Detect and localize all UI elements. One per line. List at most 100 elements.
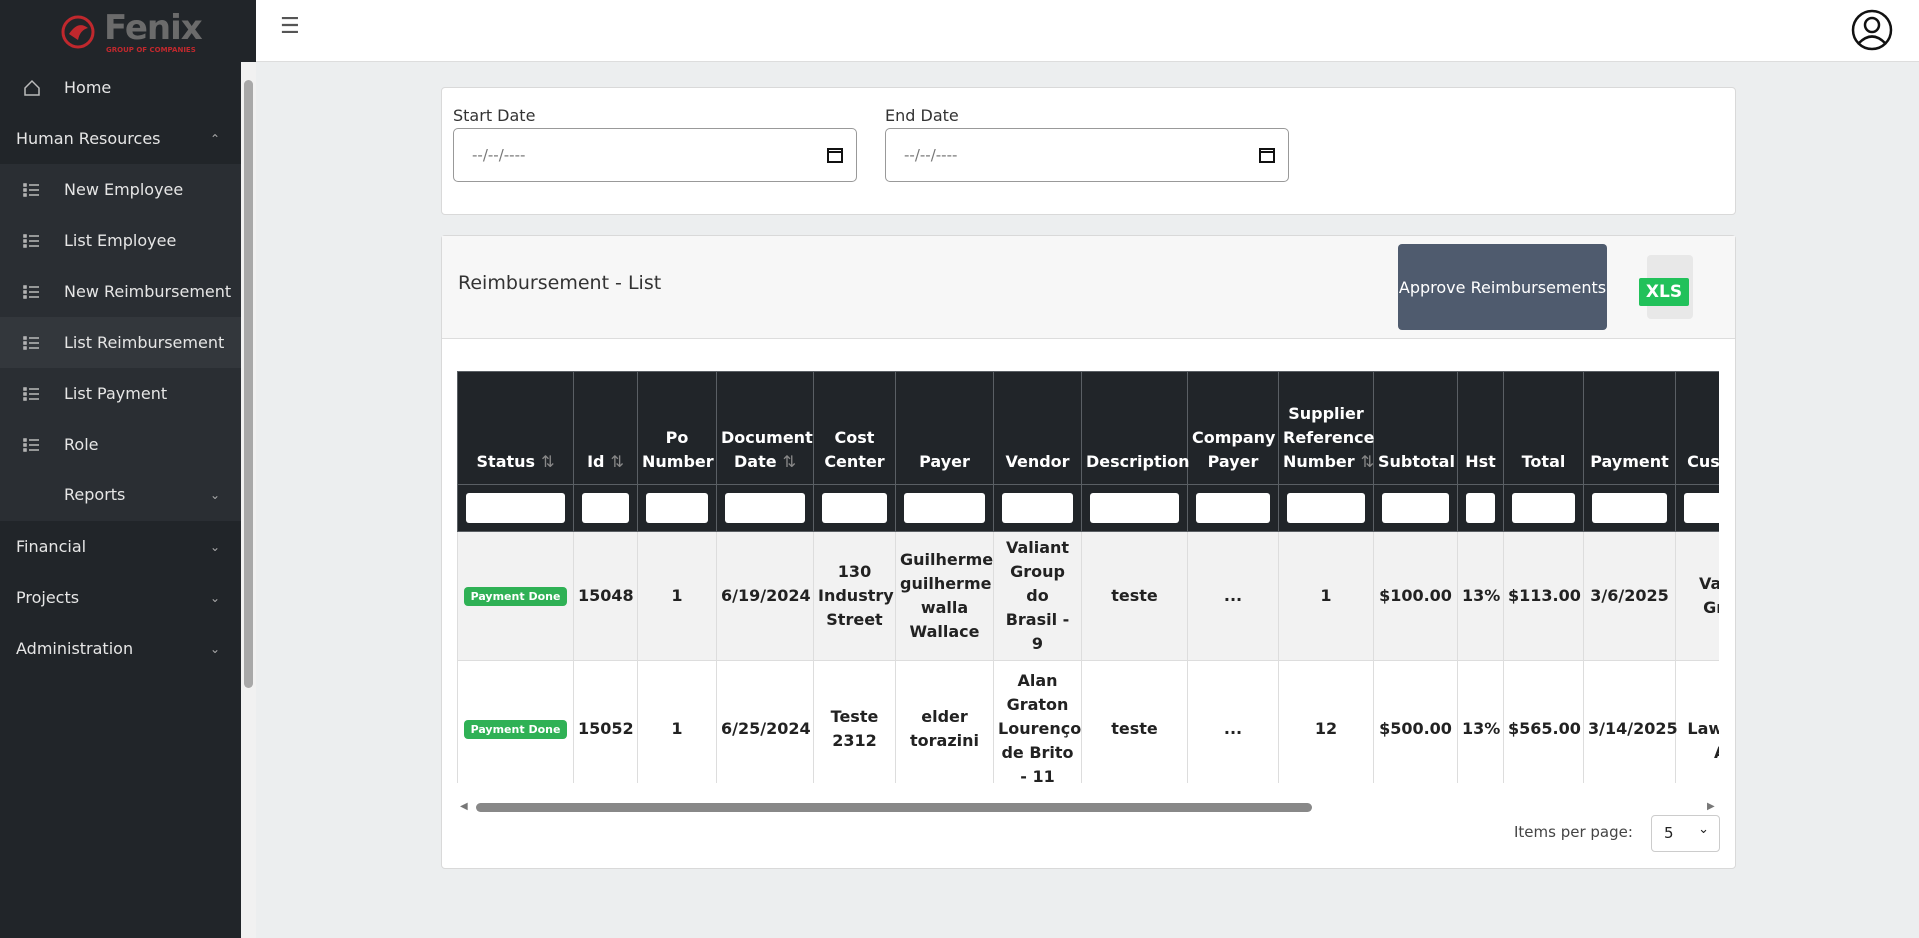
table-cell: 3/6/2025 xyxy=(1583,531,1676,661)
menu-item[interactable]: Projects ⌄ xyxy=(0,572,241,623)
cell-text: 15048 xyxy=(578,586,634,605)
column-header[interactable]: Id ⇅ xyxy=(573,371,638,485)
menu-item[interactable]: Financial ⌄ xyxy=(0,521,241,572)
table-cell: Valiant Group xyxy=(1675,531,1719,661)
top-bar: ☰ xyxy=(256,0,1919,62)
table-cell: 15052 xyxy=(573,660,638,783)
user-icon[interactable] xyxy=(1850,8,1894,52)
header-row: Status ⇅ Id ⇅ Po Number Document Date ⇅ Cost Ce… xyxy=(457,371,1719,485)
scroll-right[interactable]: ▶ xyxy=(1707,801,1715,812)
menu-item[interactable]: Role xyxy=(0,419,241,470)
menu-icon xyxy=(23,284,39,299)
end-placeholder: --/--/---- xyxy=(904,146,958,164)
filter-card: Start Date --/--/---- End Date --/--/---… xyxy=(441,87,1736,215)
menu-icon xyxy=(23,233,39,248)
logo-tagline: GROUP OF COMPANIES xyxy=(106,46,196,54)
column-header: Total xyxy=(1503,371,1584,485)
column-header: Cost Center xyxy=(813,371,896,485)
filter-input[interactable] xyxy=(904,493,985,523)
menu-item[interactable]: List Reimbursement xyxy=(0,317,241,368)
chevron: ⌄ xyxy=(210,641,221,656)
cell-text: elder torazini xyxy=(910,706,979,750)
data-table: Status ⇅ Id ⇅ Po Number Document Date ⇅ Cost Ce… xyxy=(457,371,1719,783)
filter-input[interactable] xyxy=(1196,493,1270,523)
menu-item[interactable]: Human Resources ⌃ xyxy=(0,113,241,164)
cell-text: 12 xyxy=(1314,718,1338,738)
column-header[interactable]: Document Date ⇅ xyxy=(716,371,814,485)
cell-text: 13% xyxy=(1462,718,1501,738)
menu-item[interactable]: List Payment xyxy=(0,368,241,419)
menu-label: List Payment xyxy=(64,384,168,403)
sort-icon: ⇅ xyxy=(1360,452,1375,471)
cell-text: ... xyxy=(1223,586,1243,605)
filter-input[interactable] xyxy=(1592,493,1667,523)
h-scroll-thumb[interactable] xyxy=(476,803,1312,812)
column-title: Description xyxy=(1086,452,1190,471)
start-input[interactable]: --/--/---- xyxy=(453,128,857,182)
filter-cell xyxy=(813,484,896,532)
table-cell: teste xyxy=(1081,660,1188,783)
table-cell: 12 xyxy=(1278,660,1374,783)
menu-item[interactable]: New Employee xyxy=(0,164,241,215)
menu-item[interactable]: Reports ⌄ xyxy=(0,469,241,520)
filter-input[interactable] xyxy=(1002,493,1073,523)
column-title: Payment xyxy=(1590,452,1669,471)
menu-item[interactable]: List Employee xyxy=(0,215,241,266)
column-title: Status xyxy=(476,452,536,471)
table-cell: 15048 xyxy=(573,531,638,661)
table-cell: 130 Industry Street xyxy=(813,531,896,661)
cell-text: 6/19/2024 xyxy=(721,586,811,605)
menu-item[interactable]: New Reimbursement xyxy=(0,266,241,317)
cell-text: teste xyxy=(1111,718,1158,738)
menu-item[interactable]: Administration ⌄ xyxy=(0,623,241,674)
xls-icon[interactable]: XLS xyxy=(1639,255,1693,319)
table-cell: $500.00 xyxy=(1373,660,1458,783)
column-header[interactable]: Status ⇅ xyxy=(457,371,574,485)
approve-button[interactable]: Approve Reimbursements xyxy=(1398,244,1607,330)
filter-input[interactable] xyxy=(646,493,708,523)
column-header: Subtotal xyxy=(1373,371,1458,485)
column-title: Vendor xyxy=(1005,452,1070,471)
filter-cell xyxy=(1373,484,1458,532)
cell-text: Guilherme guilherme walla Wallace xyxy=(900,550,994,641)
filter-input[interactable] xyxy=(1382,493,1449,523)
column-header: Customer xyxy=(1675,371,1719,485)
filter-input[interactable] xyxy=(725,493,805,523)
column-title: Hst xyxy=(1465,452,1496,471)
filter-input[interactable] xyxy=(822,493,887,523)
table-cell: Valiant Group do Brasil - 9 xyxy=(993,531,1082,661)
filter-input[interactable] xyxy=(1466,493,1495,523)
column-title: Id xyxy=(587,452,605,471)
filter-input[interactable] xyxy=(1287,493,1365,523)
table-cell: $100.00 xyxy=(1373,531,1458,661)
page-size-select[interactable]: 5 ⌄ xyxy=(1651,815,1720,852)
table-cell: 3/14/2025 xyxy=(1583,660,1678,783)
filter-input[interactable] xyxy=(582,493,629,523)
table-cell: Payment Done xyxy=(457,660,574,783)
filter-input[interactable] xyxy=(1684,493,1719,523)
filter-input[interactable] xyxy=(466,493,565,523)
filter-input[interactable] xyxy=(1090,493,1179,523)
filter-input[interactable] xyxy=(1512,493,1575,523)
cell-text: 6/25/2024 xyxy=(721,718,811,738)
column-header: Description xyxy=(1081,371,1190,485)
logo: Fenix GROUP OF COMPANIES xyxy=(60,8,203,54)
menu-label: List Reimbursement xyxy=(64,333,225,352)
end-input[interactable]: --/--/---- xyxy=(885,128,1289,182)
scroll-left[interactable]: ◀ xyxy=(460,801,468,812)
items-per-page-label: Items per page: xyxy=(1514,823,1633,841)
table-cell: ... xyxy=(1187,660,1279,783)
column-header[interactable]: Supplier Reference Number ⇅ xyxy=(1278,371,1375,485)
chevron: ⌄ xyxy=(210,539,221,554)
menu-label: Administration xyxy=(16,639,134,658)
hamburger[interactable]: ☰ xyxy=(280,14,300,39)
table-cell: teste xyxy=(1081,531,1188,661)
table-cell: 1 xyxy=(1278,531,1374,661)
table-cell: Alan Graton Lourenço de Brito - 11 xyxy=(993,660,1082,783)
column-title: Total xyxy=(1521,452,1566,471)
filter-row xyxy=(457,484,1719,532)
cell-text: $565.00 xyxy=(1508,718,1581,738)
filter-cell xyxy=(1457,484,1504,532)
menu-item[interactable]: Home xyxy=(0,62,241,113)
